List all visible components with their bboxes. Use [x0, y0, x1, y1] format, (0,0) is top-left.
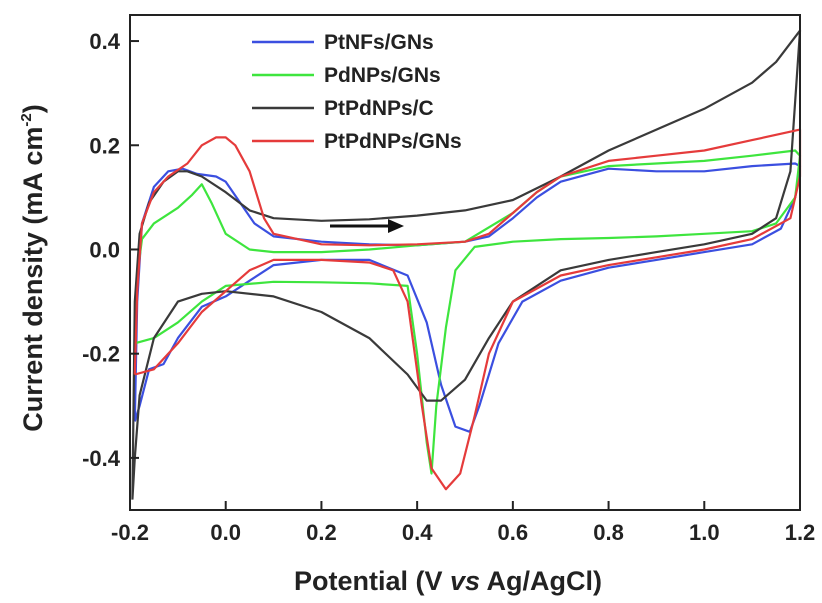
x-tick-label: 0.2	[306, 520, 337, 545]
scan-direction-arrow	[330, 219, 404, 233]
x-tick-label: 1.0	[689, 520, 720, 545]
legend-label: PdNPs/GNs	[324, 64, 441, 87]
ticks-layer: -0.2 0.0 0.2 0.4 0.6 0.8 1.0 1.2 -0.4 -0.2 0.0 0.2 0…	[82, 29, 815, 545]
curves-layer	[131, 29, 802, 500]
x-tick-label: 0.0	[210, 520, 241, 545]
series-0-curve	[133, 162, 802, 433]
series-3-curve	[133, 128, 802, 491]
legend-label: PtNFs/GNs	[324, 31, 434, 54]
x-tick-label: -0.2	[111, 520, 149, 545]
x-tick-label: 0.6	[498, 520, 529, 545]
x-axis-title: Potential (V vs Ag/AgCl)	[294, 566, 602, 596]
legend: PtNFs/GNs PdNPs/GNs PtPdNPs/C PtPdNPs/GNs	[252, 31, 462, 153]
x-tick-label: 0.8	[593, 520, 624, 545]
y-tick-label: -0.4	[82, 446, 121, 471]
y-tick-label: 0.4	[89, 29, 120, 54]
y-tick-label: 0.0	[89, 237, 120, 262]
legend-label: PtPdNPs/GNs	[324, 130, 462, 153]
y-axis-title: Current density (mA cm-2)	[18, 104, 48, 431]
plot-frame	[129, 14, 801, 511]
y-tick-label: 0.2	[89, 133, 120, 158]
legend-label: PtPdNPs/C	[324, 97, 434, 120]
x-tick-label: 1.2	[785, 520, 816, 545]
y-tick-label: -0.2	[82, 342, 120, 367]
x-tick-label: 0.4	[402, 520, 433, 545]
series-2-curve	[131, 29, 802, 500]
